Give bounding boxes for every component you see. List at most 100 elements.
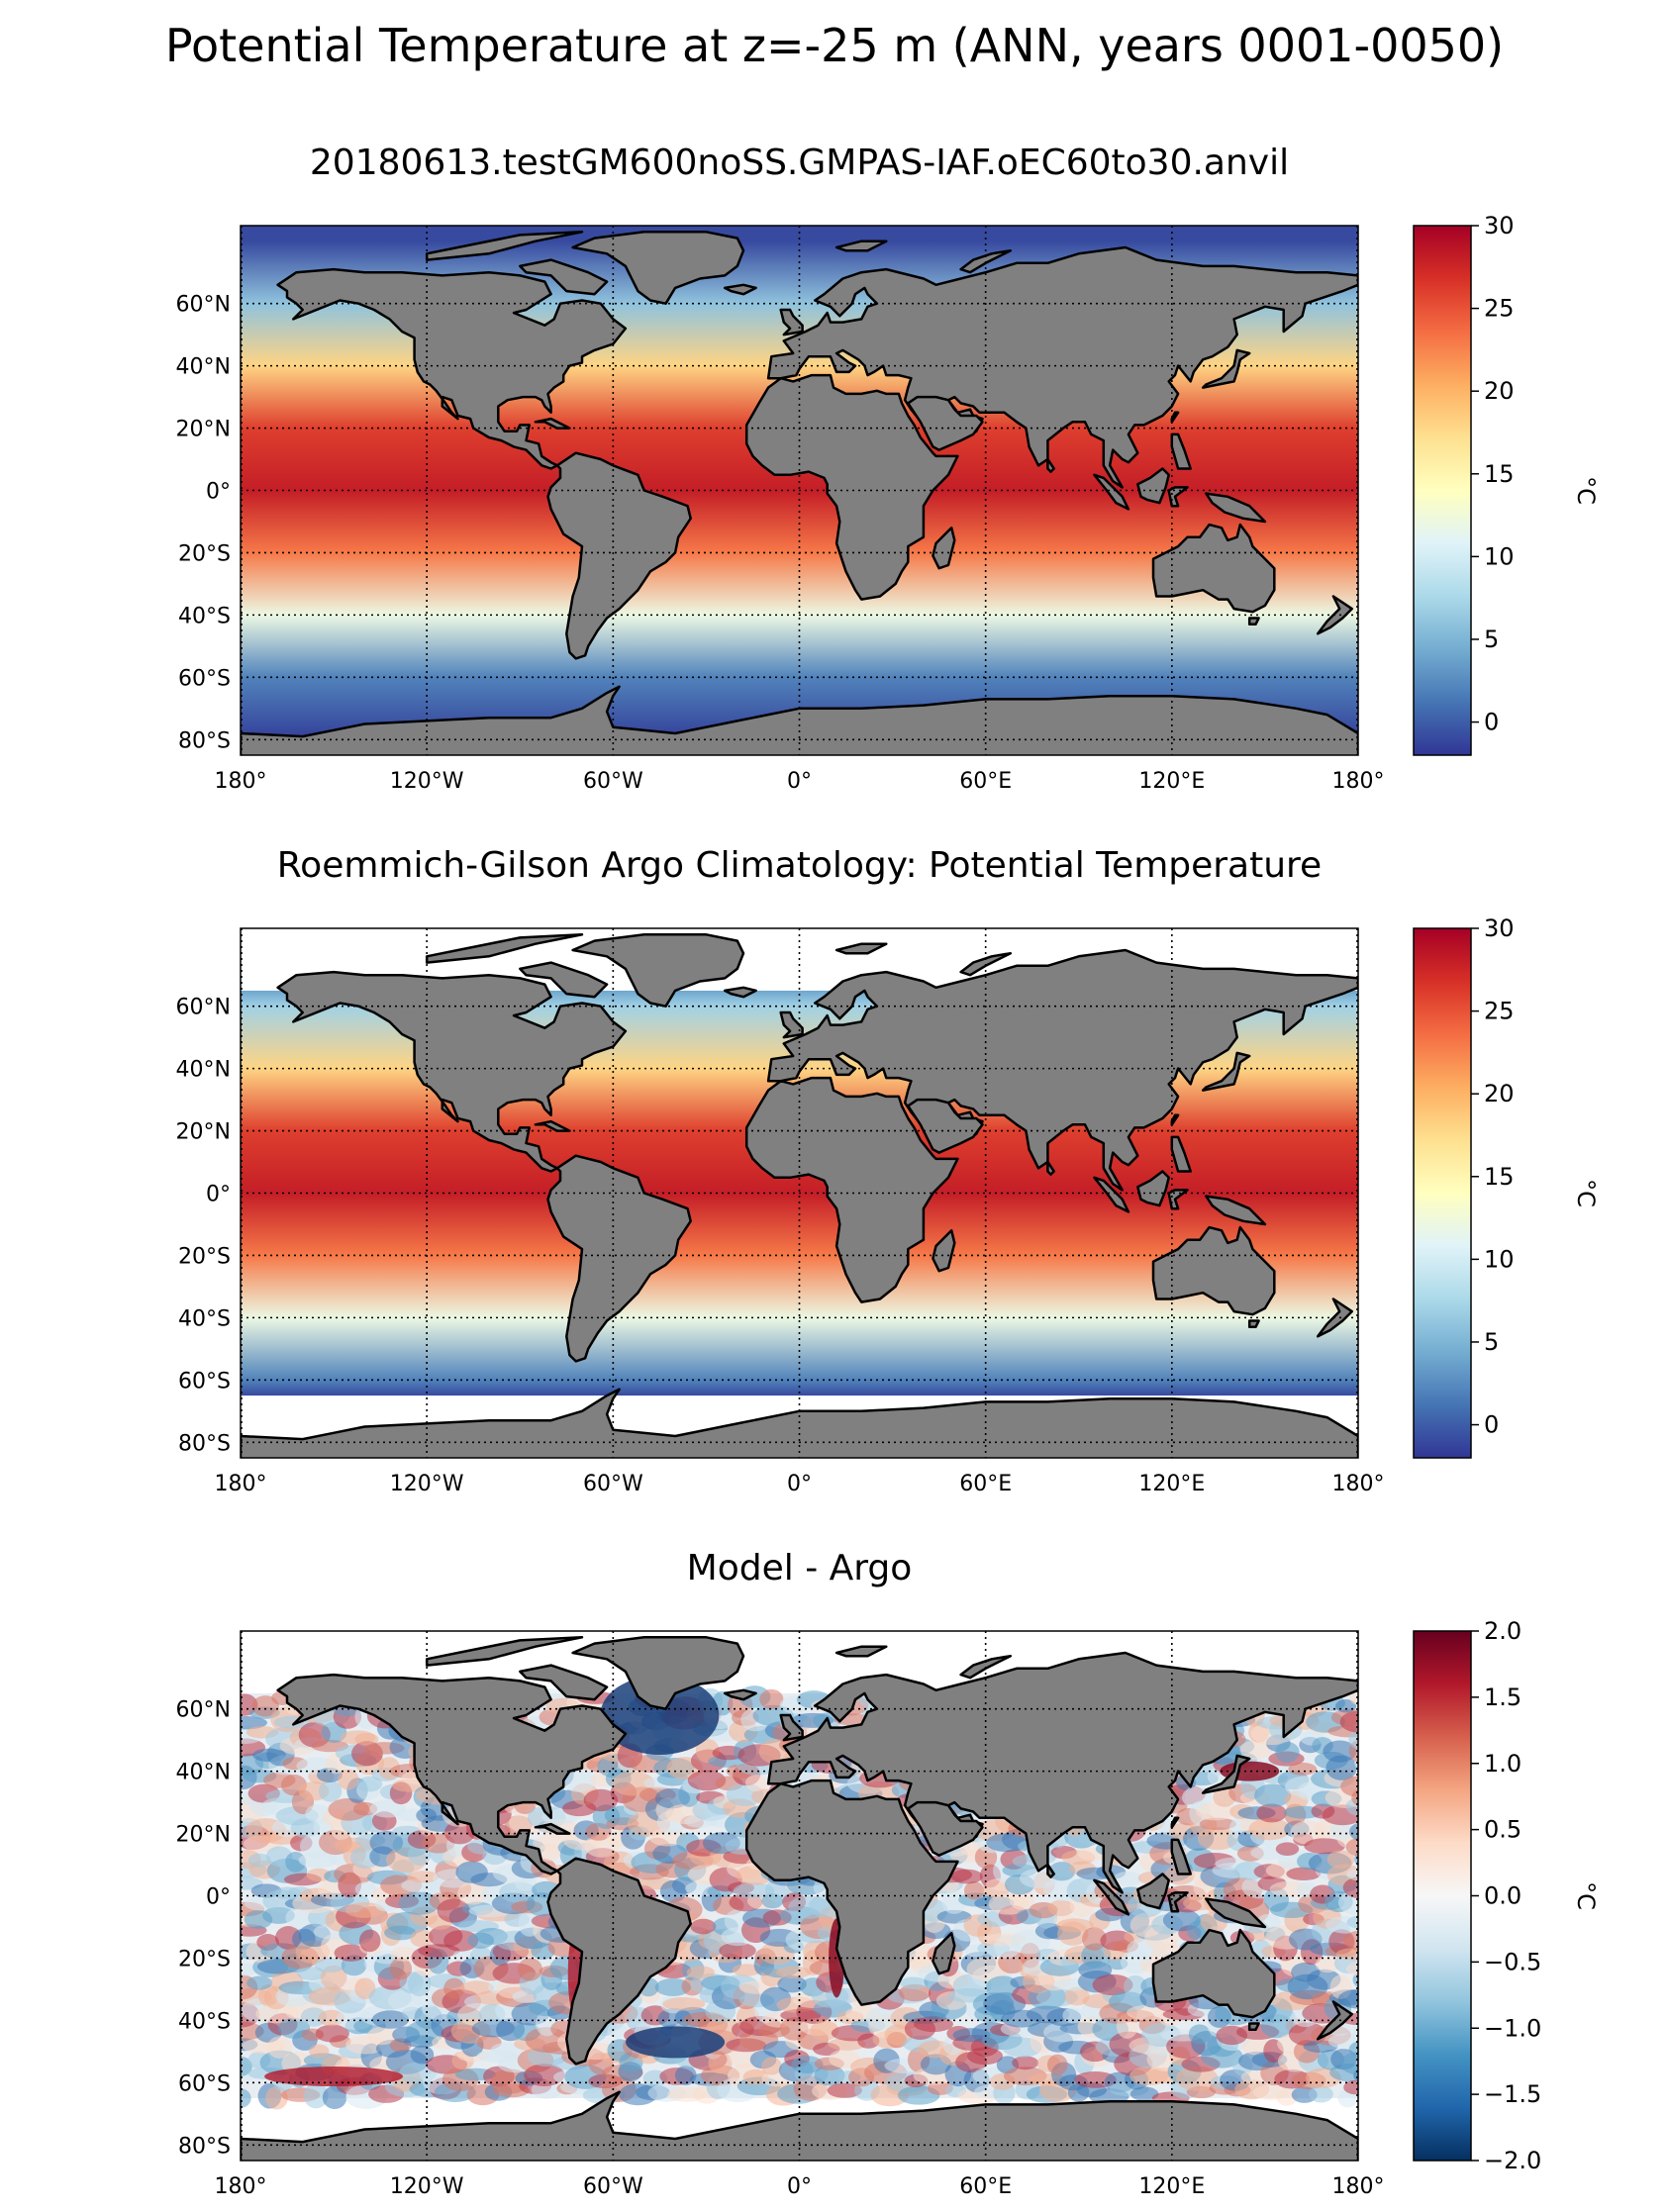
anomaly-southern-pacific: [264, 2067, 404, 2087]
anomaly-patch: [573, 1820, 599, 1841]
anomaly-patch: [490, 1943, 512, 1967]
anomaly-patch: [354, 1750, 385, 1776]
anomaly-patch: [263, 1985, 289, 2010]
anomaly-patch: [788, 1895, 832, 1919]
anomaly-patch: [1317, 2049, 1345, 2070]
anomaly-patch: [450, 2018, 491, 2044]
anomaly-patch: [686, 1839, 722, 1857]
anomaly-patch: [659, 2068, 695, 2085]
anomaly-patch: [887, 1988, 929, 2004]
anomaly-patch: [739, 2016, 782, 2037]
anomaly-patch: [1077, 1847, 1108, 1861]
anomaly-south-atlantic: [626, 2026, 726, 2059]
anomaly-patch: [960, 1952, 997, 1976]
anomaly-patch: [368, 1985, 413, 2010]
panels: 20180613.testGM600noSS.GMPAS-IAF.oEC60to…: [176, 143, 1600, 2199]
anomaly-patch: [813, 2042, 840, 2057]
anomaly-patch: [1325, 1755, 1357, 1780]
anomaly-patch: [1277, 1771, 1310, 1790]
anomaly-patch: [1129, 2037, 1170, 2055]
anomaly-patch: [904, 2073, 929, 2087]
anomaly-patch: [938, 2043, 968, 2067]
anomaly-patch: [1103, 1941, 1129, 1961]
anomaly-patch: [1354, 1755, 1358, 1771]
anomaly-patch: [283, 1996, 324, 2022]
anomaly-patch: [676, 1832, 700, 1853]
land-polygon: [1136, 467, 1170, 505]
anomaly-patch: [314, 1958, 345, 1973]
anomaly-patch: [606, 1817, 639, 1831]
anomaly-patch: [1175, 2066, 1219, 2091]
anomaly-patch: [1074, 2070, 1117, 2088]
anomaly-patch: [410, 2045, 435, 2065]
anomaly-patch: [341, 1955, 367, 1976]
anomaly-patch: [907, 2047, 931, 2073]
anomaly-patch: [1036, 2055, 1061, 2072]
x-tick-label: 60°E: [959, 1472, 1012, 1496]
anomaly-patch: [900, 1976, 929, 1989]
panel-title: Roemmich-Gilson Argo Climatology: Potent…: [277, 845, 1322, 886]
anomaly-patch: [785, 1929, 815, 1951]
anomaly-patch: [324, 1870, 346, 1883]
anomaly-patch: [729, 1892, 763, 1912]
anomaly-patch: [1328, 1989, 1358, 2006]
anomaly-patch: [626, 2006, 653, 2033]
anomaly-patch: [435, 1860, 459, 1880]
anomaly-patch: [1326, 1850, 1355, 1869]
anomaly-patch: [380, 1874, 423, 1897]
anomaly-patch: [886, 2079, 928, 2096]
colorbar-tick-label: 25: [1484, 998, 1515, 1025]
anomaly-patch: [1039, 1958, 1080, 1976]
anomaly-patch: [292, 1893, 337, 1914]
anomaly-patch: [444, 2029, 477, 2050]
anomaly-patch: [408, 1843, 432, 1866]
anomaly-patch: [407, 1830, 437, 1850]
land-polygon: [766, 1651, 1358, 1894]
anomaly-patch: [448, 1906, 477, 1928]
anomaly-patch: [1227, 1830, 1257, 1852]
anomaly-patch: [441, 2024, 481, 2043]
anomaly-patch: [666, 1757, 703, 1779]
anomaly-patch: [1169, 1822, 1198, 1840]
colorbar-tick-label: −1.0: [1484, 2014, 1541, 2042]
anomaly-patch: [800, 1977, 827, 1997]
anomaly-patch: [283, 1873, 322, 1886]
anomaly-patch: [674, 2006, 712, 2028]
anomaly-patch: [372, 1950, 403, 1965]
anomaly-patch: [1260, 2060, 1289, 2086]
anomaly-patch: [759, 1688, 784, 1709]
anomaly-patch: [490, 2068, 531, 2094]
anomaly-patch: [1291, 1962, 1321, 1982]
anomaly-patch: [422, 1995, 462, 2021]
anomaly-patch: [737, 1744, 781, 1767]
anomaly-patch: [421, 1881, 451, 1894]
anomaly-patch: [1342, 1876, 1358, 1899]
colorbar-tick-label: 10: [1484, 1245, 1515, 1273]
anomaly-patch: [1050, 1845, 1077, 1860]
anomaly-patch: [299, 1887, 334, 1903]
anomaly-patch: [736, 1754, 779, 1776]
anomaly-patch: [1052, 1978, 1092, 1991]
anomaly-patch: [793, 2075, 828, 2101]
anomaly-patch: [527, 2046, 567, 2068]
anomaly-patch: [1135, 1925, 1174, 1941]
anomaly-patch: [297, 1967, 327, 1981]
anomaly-patch: [244, 1910, 273, 1930]
anomaly-patch: [590, 1772, 614, 1787]
anomaly-patch: [1277, 2032, 1318, 2056]
land-polygon: [1136, 1873, 1170, 1910]
anomaly-patch: [617, 1756, 647, 1773]
anomaly-patch: [258, 1983, 279, 2007]
anomaly-patch: [377, 1967, 408, 1990]
anomaly-patch: [647, 2083, 686, 2102]
anomaly-patch: [702, 1832, 740, 1855]
y-tick-label: 40°S: [178, 604, 231, 628]
anomaly-labrador-sea: [600, 1675, 720, 1755]
anomaly-patch: [563, 1832, 603, 1851]
anomaly-patch: [341, 1809, 373, 1836]
anomaly-patch: [1082, 1927, 1107, 1951]
colorbar-tick-label: 30: [1484, 914, 1515, 942]
anomaly-patch: [267, 2036, 292, 2059]
anomaly-patch: [291, 1928, 316, 1950]
anomaly-patch: [1329, 1974, 1352, 1999]
